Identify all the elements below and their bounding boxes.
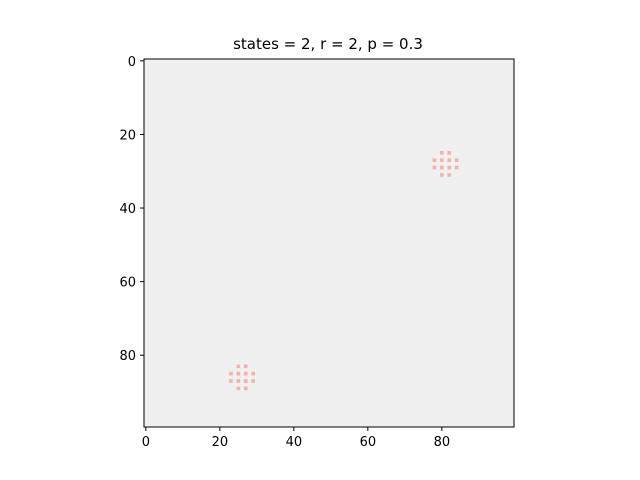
x-tick-label: 40	[286, 435, 303, 450]
heatmap-cell	[454, 165, 459, 170]
x-tick-label: 80	[434, 435, 451, 450]
heatmap-cell	[454, 158, 459, 163]
heatmap-cell	[432, 165, 437, 170]
heatmap-background	[144, 59, 514, 427]
heatmap-cell	[243, 371, 248, 376]
heatmap-cell	[243, 379, 248, 383]
heatmap-cell	[251, 379, 255, 383]
heatmap-cell	[440, 151, 444, 155]
chart-title: states = 2, r = 2, p = 0.3	[233, 35, 423, 53]
heatmap-cell	[236, 379, 241, 383]
heatmap-cell	[229, 371, 233, 376]
y-tick-label: 0	[128, 55, 136, 70]
heatmap-cells	[229, 151, 459, 391]
x-tick-label: 20	[212, 435, 229, 450]
heatmap-cell	[251, 371, 255, 376]
heatmap-cell	[229, 379, 233, 383]
heatmap-cell	[432, 158, 437, 163]
heatmap-cell	[447, 158, 452, 163]
heatmap-cell	[243, 364, 248, 369]
x-tick-label: 0	[142, 435, 150, 450]
y-axis: 0 20 40 60 80	[119, 55, 144, 364]
x-axis: 0 20 40 60 80	[142, 427, 450, 450]
y-tick-label: 20	[119, 128, 136, 143]
heatmap-cell	[236, 386, 241, 391]
y-tick-label: 60	[119, 276, 136, 291]
heatmap-cell	[236, 364, 241, 369]
y-tick-label: 40	[119, 202, 136, 217]
x-tick-label: 60	[360, 435, 377, 450]
heatmap-cell	[440, 173, 444, 177]
heatmap-cell	[447, 165, 452, 170]
heatmap-cell	[236, 371, 241, 376]
heatmap-cell	[447, 173, 452, 177]
heatmap-cell	[440, 165, 444, 170]
y-tick-label: 80	[119, 349, 136, 364]
heatmap-cell	[440, 158, 444, 163]
heatmap-cell	[243, 386, 248, 391]
heatmap-cell	[447, 151, 452, 155]
plot-frame	[143, 58, 515, 428]
